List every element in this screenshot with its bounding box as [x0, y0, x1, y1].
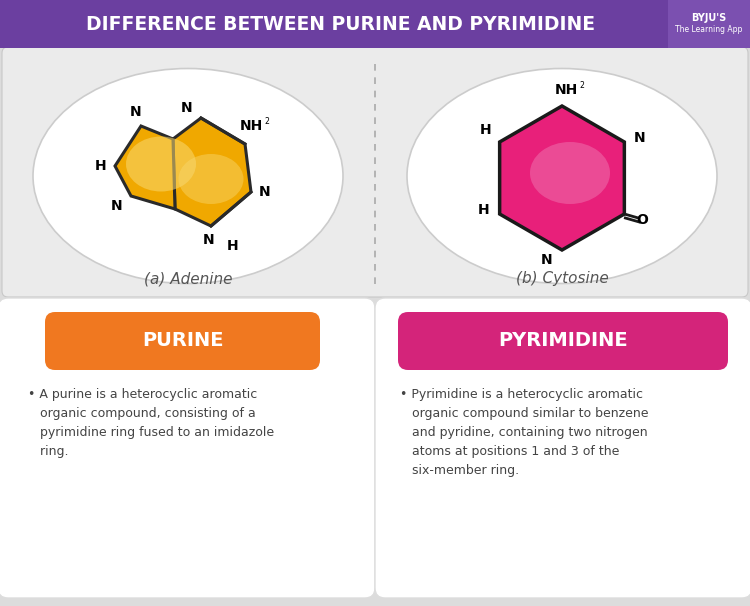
FancyBboxPatch shape — [0, 298, 375, 598]
Text: N: N — [260, 185, 271, 199]
Text: • Pyrimidine is a heterocyclic aromatic: • Pyrimidine is a heterocyclic aromatic — [400, 388, 643, 401]
Text: • A purine is a heterocyclic aromatic: • A purine is a heterocyclic aromatic — [28, 388, 257, 401]
Polygon shape — [500, 106, 624, 250]
Text: H: H — [480, 123, 491, 137]
Ellipse shape — [33, 68, 343, 284]
Text: (a) Adenine: (a) Adenine — [144, 271, 232, 287]
Ellipse shape — [407, 68, 717, 284]
FancyBboxPatch shape — [668, 0, 750, 48]
Ellipse shape — [126, 136, 196, 191]
Text: ring.: ring. — [28, 445, 68, 458]
Text: DIFFERENCE BETWEEN PURINE AND PYRIMIDINE: DIFFERENCE BETWEEN PURINE AND PYRIMIDINE — [86, 15, 595, 33]
FancyBboxPatch shape — [398, 312, 728, 370]
Ellipse shape — [530, 142, 610, 204]
FancyBboxPatch shape — [45, 312, 320, 370]
Text: O: O — [637, 213, 648, 227]
Text: six-member ring.: six-member ring. — [400, 464, 519, 477]
Text: and pyridine, containing two nitrogen: and pyridine, containing two nitrogen — [400, 426, 647, 439]
Polygon shape — [173, 118, 251, 226]
Text: (b) Cytosine: (b) Cytosine — [516, 271, 608, 287]
Text: N: N — [542, 253, 553, 267]
Text: H: H — [95, 159, 106, 173]
Text: PYRIMIDINE: PYRIMIDINE — [498, 331, 628, 350]
Text: NH: NH — [554, 83, 578, 97]
Ellipse shape — [178, 154, 244, 204]
Text: H: H — [478, 203, 490, 217]
Text: atoms at positions 1 and 3 of the: atoms at positions 1 and 3 of the — [400, 445, 620, 458]
FancyBboxPatch shape — [2, 47, 748, 297]
Text: N: N — [130, 105, 142, 119]
Text: N: N — [634, 131, 645, 145]
Text: N: N — [111, 199, 123, 213]
Text: $_2$: $_2$ — [264, 116, 270, 128]
Text: pyrimidine ring fused to an imidazole: pyrimidine ring fused to an imidazole — [28, 426, 274, 439]
Text: organic compound similar to benzene: organic compound similar to benzene — [400, 407, 649, 420]
Polygon shape — [115, 126, 175, 209]
Text: The Learning App: The Learning App — [675, 25, 742, 35]
Text: $_2$: $_2$ — [579, 80, 585, 92]
Text: organic compound, consisting of a: organic compound, consisting of a — [28, 407, 256, 420]
Text: N: N — [182, 101, 193, 115]
Text: N: N — [203, 233, 214, 247]
FancyBboxPatch shape — [0, 0, 750, 48]
Text: H: H — [227, 239, 238, 253]
Text: BYJU'S: BYJU'S — [692, 13, 727, 23]
Text: NH: NH — [239, 119, 262, 133]
FancyBboxPatch shape — [375, 298, 750, 598]
Text: PURINE: PURINE — [142, 331, 224, 350]
